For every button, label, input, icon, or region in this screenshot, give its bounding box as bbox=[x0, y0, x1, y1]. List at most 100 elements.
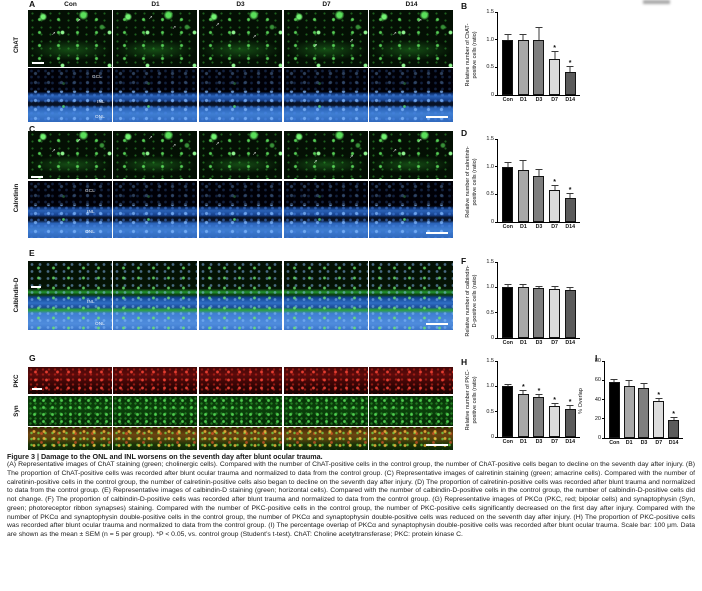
y-axis-tick bbox=[495, 11, 498, 13]
y-axis-tick bbox=[495, 337, 498, 339]
y-axis-tick-label: 1.5 bbox=[486, 9, 494, 15]
panelC-calretinin-row-tile-D3: ↗ ↗ bbox=[198, 131, 283, 179]
cell-arrow-marker: ↗ bbox=[148, 134, 153, 141]
chart-h-ylabel: Relative number of PKC- positive cells (… bbox=[465, 369, 478, 431]
panelA-merged-row-tile-Con bbox=[28, 68, 112, 122]
panel-label-g: G bbox=[29, 353, 36, 363]
y-axis-tick-label: 1.0 bbox=[486, 284, 494, 291]
panelC-calretinin-row-tile-D1: ↗ ↗ bbox=[113, 131, 198, 179]
panelG-syn-row-tile-Con bbox=[28, 396, 112, 426]
y-axis-tick-label: 1.0 bbox=[486, 36, 494, 43]
panelG-pkc-row-tile-D1 bbox=[113, 367, 198, 394]
cell-arrow-marker: ↗ bbox=[215, 140, 220, 147]
y-axis-tick bbox=[495, 166, 498, 168]
panelG-merge-row-tile-D3 bbox=[198, 427, 283, 450]
bar-H-Con bbox=[502, 386, 514, 437]
bar-slot-D3: D3 bbox=[533, 140, 545, 230]
bar-slot-D3: D3 bbox=[638, 362, 650, 446]
chart-pkc-ratio: H Relative number of PKC- positive cells… bbox=[455, 352, 587, 464]
x-category-label: D1 bbox=[520, 223, 527, 230]
bar-slot-D1: * D1 bbox=[517, 362, 529, 445]
cell-arrow-marker: ↗ bbox=[252, 151, 257, 158]
panelG-merge-row-tile-D7 bbox=[283, 427, 368, 450]
bar-slot-D7: D7 bbox=[549, 263, 561, 346]
bars-group: Con * D1 * D3 * D7 * D14 bbox=[498, 362, 580, 445]
y-axis-tick bbox=[602, 360, 605, 362]
y-axis-tick bbox=[602, 437, 605, 439]
panelG-merge-row-tile-Con bbox=[28, 427, 112, 450]
panelG-syn-row-tile-D14 bbox=[369, 396, 453, 426]
bar-slot-Con: Con bbox=[608, 362, 620, 446]
error-bar bbox=[551, 403, 559, 406]
chart-percent-overlap: I % Overlap 0 20 40 60 80 Con D1 D3 * D7 * D14 bbox=[576, 348, 702, 464]
layer-label-gcl-c: GCL bbox=[85, 188, 96, 193]
cell-arrow-marker: ↗ bbox=[392, 30, 397, 37]
bar-slot-D1: D1 bbox=[517, 13, 529, 103]
panelG-pkc-row-tile-Con bbox=[28, 367, 112, 394]
bar-H-D14 bbox=[564, 409, 576, 437]
panelG-merge-row-tile-D14 bbox=[369, 427, 453, 450]
bar-F-D3 bbox=[533, 288, 545, 338]
panelC-calretinin-row: ↗ ↗ ↗ ↗ ↗ ↗ ↗ ↗ ↗ ↗ bbox=[28, 131, 453, 179]
significance-asterisk: * bbox=[672, 410, 675, 418]
error-bar bbox=[640, 383, 648, 388]
column-header-d3: D3 bbox=[236, 1, 245, 8]
y-axis-tick bbox=[495, 312, 498, 314]
y-axis-tick-label: 1.0 bbox=[486, 163, 494, 170]
panelA-merged-row-tile-D1 bbox=[113, 68, 198, 122]
significance-asterisk: * bbox=[657, 391, 661, 399]
panelA-chat-row-tile-D14: ↗ ↗ bbox=[369, 10, 453, 67]
bar-slot-D1: D1 bbox=[623, 362, 635, 446]
y-axis-tick bbox=[495, 193, 498, 195]
error-bar bbox=[625, 380, 633, 387]
chart-i-ylabel: % Overlap bbox=[578, 388, 584, 414]
cell-arrow-marker: ↗ bbox=[313, 158, 318, 165]
panel-label-a: A bbox=[29, 0, 36, 9]
row-label-syn: Syn bbox=[13, 405, 20, 417]
bar-slot-D3: * D3 bbox=[533, 362, 545, 445]
cell-arrow-marker: ↗ bbox=[252, 34, 257, 41]
y-axis-tick-label: 80 bbox=[594, 358, 601, 364]
caption-body: (A) Representative images of ChAT staini… bbox=[7, 461, 695, 538]
layer-label-inl-a: INL bbox=[97, 99, 105, 104]
panelG-merge-row bbox=[28, 427, 453, 450]
error-bar bbox=[519, 34, 527, 40]
panel-label-d: D bbox=[461, 128, 468, 138]
bars-group: Con D1 D3 * D7 * D14 bbox=[605, 362, 683, 446]
panelG-pkc-row-tile-D14 bbox=[369, 367, 453, 394]
error-bar bbox=[566, 65, 574, 72]
y-axis-tick bbox=[495, 360, 498, 362]
panelC-merged-row bbox=[28, 181, 453, 238]
bar-B-D1 bbox=[517, 39, 529, 95]
bar-D-Con bbox=[502, 166, 514, 222]
cell-arrow-marker: ↗ bbox=[76, 18, 81, 25]
row-label-calretinin: Calretinin bbox=[13, 183, 20, 213]
panel-label-e: E bbox=[29, 248, 35, 258]
bar-F-D14 bbox=[564, 289, 576, 338]
error-bar bbox=[566, 404, 574, 410]
panelG-merge-row-tile-D1 bbox=[113, 427, 198, 450]
scale-bar bbox=[426, 323, 448, 325]
x-category-label: D3 bbox=[535, 339, 543, 346]
panelE-calbindin-row-tile-D14 bbox=[369, 261, 453, 330]
error-bar bbox=[535, 394, 543, 398]
panelC-merged-row-tile-Con bbox=[28, 181, 112, 238]
bar-I-D1 bbox=[623, 386, 635, 438]
cell-arrow-marker: ↗ bbox=[171, 143, 177, 150]
panelE-calbindin-row-tile-D1 bbox=[113, 261, 198, 330]
panelC-merged-row-tile-D1 bbox=[113, 181, 198, 238]
bar-I-D3 bbox=[638, 387, 650, 438]
significance-asterisk: * bbox=[537, 388, 541, 396]
y-axis-tick bbox=[495, 286, 498, 288]
x-category-label: D7 bbox=[655, 439, 663, 446]
error-bar bbox=[519, 284, 527, 288]
y-axis-tick-label: 1.5 bbox=[486, 358, 494, 364]
panelA-merged-row-tile-D14 bbox=[369, 68, 453, 122]
layer-label-inl-e: INL bbox=[87, 299, 95, 304]
cell-arrow-marker: ↗ bbox=[171, 24, 177, 31]
cell-arrow-marker: ↗ bbox=[349, 154, 354, 160]
bar-F-Con bbox=[502, 287, 514, 338]
y-axis-tick-label: 0 bbox=[490, 335, 494, 341]
bar-I-D7 bbox=[653, 401, 665, 438]
